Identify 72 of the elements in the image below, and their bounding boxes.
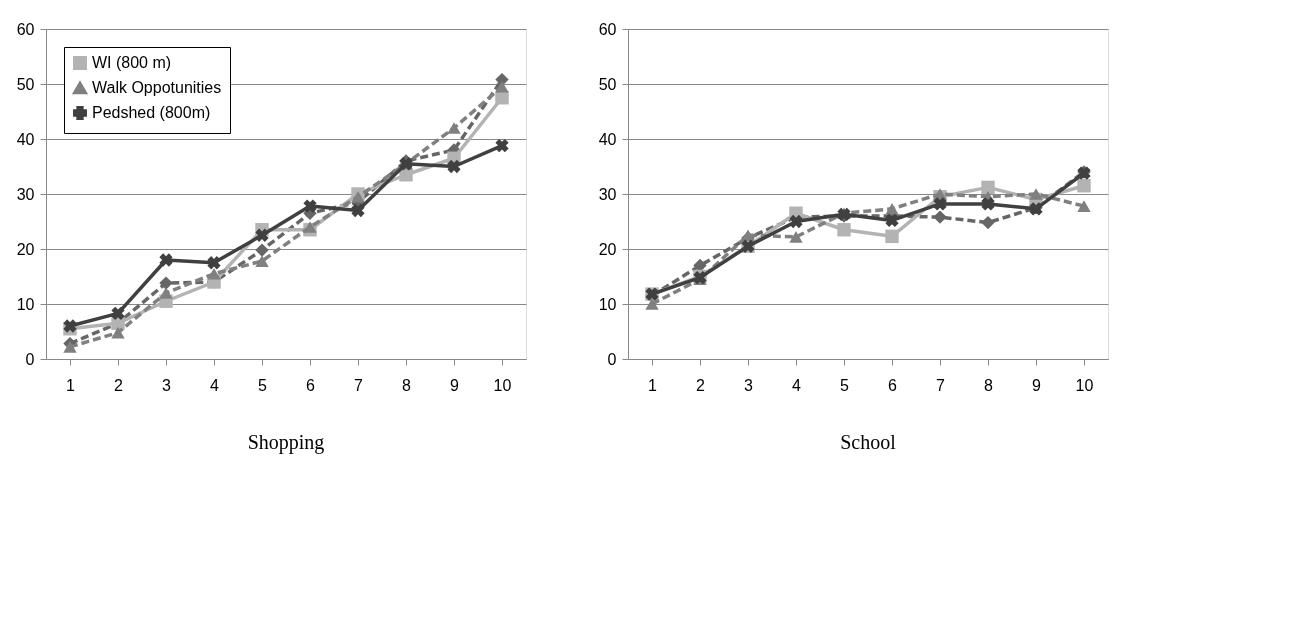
- x-tick-label: 8: [984, 376, 994, 394]
- legend-label: Pedshed (800m): [92, 104, 211, 121]
- point: [111, 326, 125, 339]
- point: [159, 287, 173, 299]
- point: [789, 214, 803, 229]
- x-tick-label: 3: [744, 376, 754, 394]
- point: [885, 213, 899, 228]
- x-tick-label: 8: [402, 376, 412, 394]
- y-tick-label: 10: [16, 295, 35, 313]
- point: [933, 197, 947, 211]
- point: [111, 306, 125, 320]
- point: [981, 197, 995, 211]
- x-tick-label: 4: [210, 376, 220, 394]
- x-tick-label: 1: [66, 376, 76, 394]
- point: [981, 215, 995, 230]
- point: [981, 180, 995, 195]
- point: [447, 122, 461, 134]
- text: Shopping: [247, 431, 325, 454]
- y-tick-label: 0: [25, 350, 35, 368]
- text: School: [840, 431, 897, 453]
- point: [885, 229, 899, 244]
- y-tick-label: 30: [16, 185, 35, 203]
- point: [255, 228, 269, 242]
- point: [63, 341, 77, 353]
- x-tick-label: 5: [840, 376, 850, 394]
- point: [255, 255, 269, 267]
- point: [885, 203, 899, 215]
- point: [1077, 179, 1091, 193]
- point: [207, 267, 221, 280]
- y-tick-label: 40: [598, 130, 617, 148]
- x-tick-label: 3: [162, 376, 172, 394]
- x-tick-label: 2: [696, 376, 706, 394]
- x-tick-label: 2: [114, 376, 124, 394]
- x-tick-label: 7: [354, 376, 364, 394]
- y-tick-label: 50: [16, 75, 35, 93]
- point: [207, 256, 221, 270]
- y-tick-label: 20: [16, 240, 35, 258]
- point: [933, 210, 947, 224]
- x-tick-label: 10: [493, 376, 512, 394]
- y-tick-label: 10: [598, 295, 617, 313]
- y-tick-label: 50: [598, 75, 617, 93]
- point: [303, 199, 317, 213]
- x-tick-label: 1: [648, 376, 658, 394]
- x-tick-label: 6: [306, 376, 316, 394]
- y-tick-label: 60: [16, 20, 35, 38]
- x-tick-label: 5: [258, 376, 268, 394]
- point: [645, 298, 659, 310]
- y-tick-label: 20: [598, 240, 617, 258]
- point: [351, 203, 365, 218]
- x-tick-label: 6: [888, 376, 898, 394]
- legend-label: WI (800 m): [92, 54, 172, 71]
- point: [303, 221, 317, 233]
- x-tick-label: 10: [1075, 376, 1094, 394]
- point: [837, 223, 851, 237]
- x-tick-label: 9: [450, 376, 460, 394]
- point: [159, 276, 173, 290]
- point: [447, 159, 461, 174]
- y-tick-label: 30: [598, 185, 617, 203]
- x-tick-label: 4: [792, 376, 802, 394]
- x-tick-label: 9: [1032, 376, 1042, 394]
- point: [1077, 200, 1091, 212]
- y-tick-label: 60: [598, 20, 617, 38]
- point: [255, 243, 269, 257]
- point: [495, 80, 509, 93]
- point: [159, 253, 173, 267]
- legend-label: Walk Oppotunities: [92, 79, 222, 96]
- point: [495, 138, 509, 153]
- x-tick-label: 7: [936, 376, 946, 394]
- point: [789, 231, 803, 243]
- point: [1029, 188, 1043, 200]
- y-tick-label: 40: [16, 130, 35, 148]
- y-tick-label: 0: [607, 350, 617, 368]
